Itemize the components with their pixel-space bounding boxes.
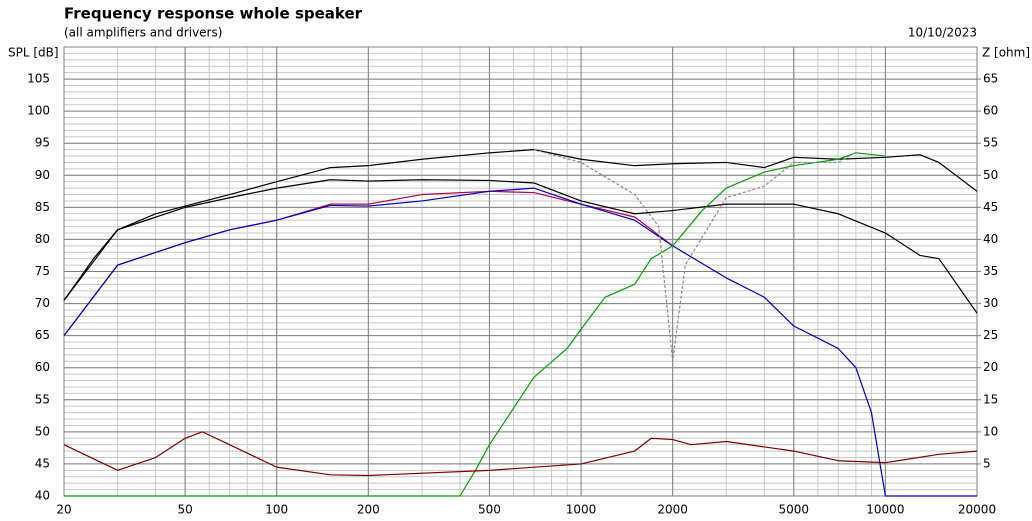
y-tick-label: 85	[35, 200, 50, 214]
y-tick-label: 100	[27, 104, 50, 118]
x-tick-label: 200	[357, 503, 380, 517]
x-tick-label: 1000	[566, 503, 597, 517]
series-line	[63, 431, 978, 477]
x-tick-label: 2000	[657, 503, 688, 517]
y-tick-label: 90	[35, 168, 50, 182]
x-tick-label: 50	[177, 503, 192, 517]
y2-tick-label: 55	[983, 136, 998, 150]
series-line	[63, 187, 977, 497]
x-tick-label: 100	[265, 503, 288, 517]
y2-tick-label: 20	[983, 360, 998, 374]
x-tick-label: 10000	[866, 503, 904, 517]
y-tick-label: 75	[35, 264, 50, 278]
y2-tick-label: 30	[983, 296, 998, 310]
y-tick-label: 105	[27, 72, 50, 86]
y-tick-label: 50	[35, 424, 50, 438]
y2-tick-label: 50	[983, 168, 998, 182]
series-line	[533, 149, 857, 362]
y-tick-label: 45	[35, 456, 50, 470]
y-tick-label: 80	[35, 232, 50, 246]
y-tick-label: 65	[35, 328, 50, 342]
y-tick-label: 95	[35, 136, 50, 150]
y2-tick-label: 15	[983, 392, 998, 406]
y-tick-label: 60	[35, 360, 50, 374]
y2-tick-label: 45	[983, 200, 998, 214]
x-tick-label: 5000	[778, 503, 809, 517]
chart-subtitle: (all amplifiers and drivers)	[64, 26, 222, 40]
y-tick-label: 40	[35, 489, 50, 503]
x-tick-label: 20000	[958, 503, 996, 517]
x-tick-label: 500	[478, 503, 501, 517]
series-line	[63, 179, 978, 314]
y-axis-label: SPL [dB]	[8, 46, 59, 60]
y2-tick-label: 5	[983, 456, 991, 470]
y2-tick-label: 25	[983, 328, 998, 342]
y2-tick-label: 65	[983, 72, 998, 86]
y2-axis-label: Z [ohm]	[982, 46, 1030, 60]
series-line	[64, 152, 886, 497]
chart-title: Frequency response whole speaker	[64, 5, 363, 23]
y2-tick-label: 35	[983, 264, 998, 278]
y2-tick-label: 10	[983, 424, 998, 438]
x-tick-label: 20	[56, 503, 71, 517]
y2-tick-label: 60	[983, 104, 998, 118]
y-tick-label: 55	[35, 392, 50, 406]
y-tick-label: 70	[35, 296, 50, 310]
chart-date: 10/10/2023	[908, 26, 977, 40]
plot-frame	[63, 46, 978, 497]
y2-tick-label: 40	[983, 232, 998, 246]
